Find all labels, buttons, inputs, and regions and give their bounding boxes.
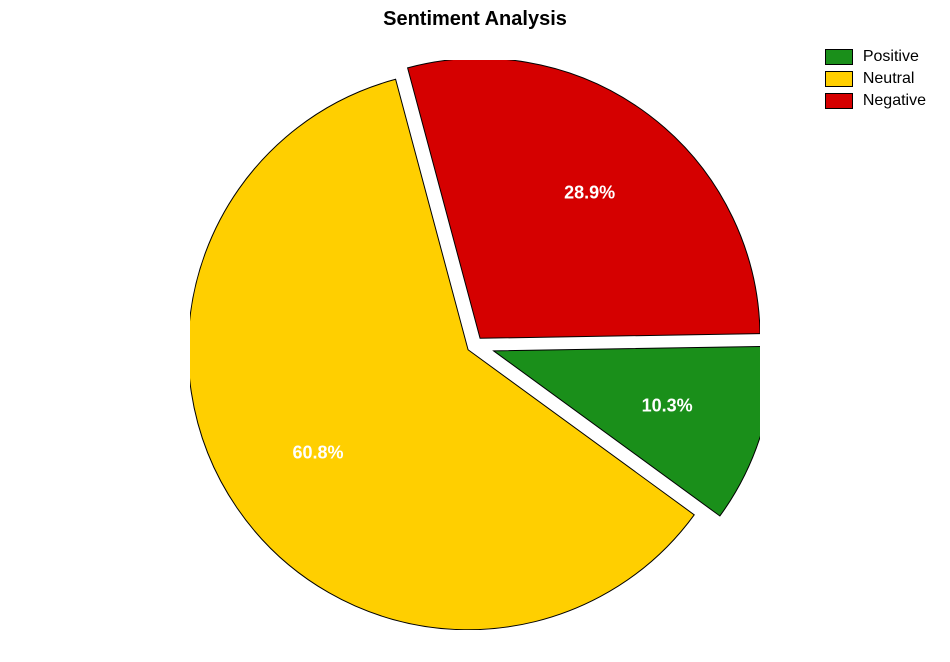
legend-swatch bbox=[825, 71, 853, 87]
slice-label-negative: 28.9% bbox=[564, 182, 615, 203]
legend-label: Neutral bbox=[863, 70, 915, 88]
legend-label: Negative bbox=[863, 92, 926, 110]
legend-item-positive: Positive bbox=[825, 48, 926, 66]
pie-svg bbox=[190, 60, 760, 630]
legend-swatch bbox=[825, 93, 853, 109]
slice-label-positive: 10.3% bbox=[642, 395, 693, 416]
legend-item-negative: Negative bbox=[825, 92, 926, 110]
slice-label-neutral: 60.8% bbox=[292, 442, 343, 463]
pie-area: 28.9% 10.3% 60.8% bbox=[190, 60, 760, 630]
sentiment-pie-chart: Sentiment Analysis 28.9% 10.3% 60.8% Posit… bbox=[0, 0, 950, 662]
legend-item-neutral: Neutral bbox=[825, 70, 926, 88]
chart-title: Sentiment Analysis bbox=[0, 8, 950, 31]
legend: Positive Neutral Negative bbox=[825, 48, 926, 114]
legend-label: Positive bbox=[863, 48, 919, 66]
legend-swatch bbox=[825, 49, 853, 65]
